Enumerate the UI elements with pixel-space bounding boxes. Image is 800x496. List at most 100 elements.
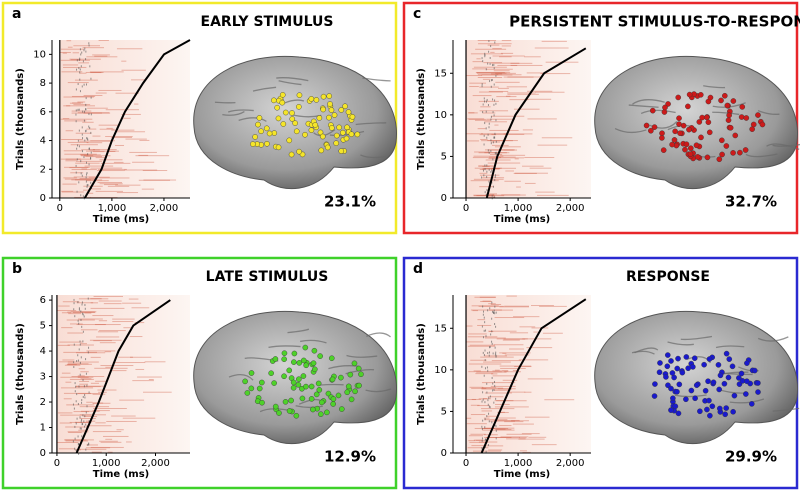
raster-trace <box>524 391 532 393</box>
brain-sulcus <box>328 365 359 370</box>
raster-trace <box>470 404 480 406</box>
raster-trace <box>485 436 520 438</box>
electrode <box>721 380 728 387</box>
electrode <box>755 389 761 395</box>
raster-trace <box>489 309 513 311</box>
raster-trace <box>483 417 490 419</box>
raster-trace <box>104 351 112 353</box>
spike-tick <box>486 382 488 385</box>
spike-tick <box>495 174 497 177</box>
raster-trace <box>478 165 494 167</box>
raster-trace <box>73 311 96 313</box>
spike-tick <box>74 447 76 450</box>
spike-tick <box>76 417 78 420</box>
raster-background <box>466 295 591 453</box>
electrode <box>329 125 335 131</box>
raster-trace <box>131 307 150 309</box>
raster-trace <box>61 191 84 193</box>
spike-tick <box>75 449 77 452</box>
raster-trace <box>65 440 89 442</box>
raster-trace <box>539 305 567 307</box>
spike-tick <box>495 354 497 357</box>
x-tick-label: 1,000 <box>504 458 533 469</box>
raster-trace <box>473 370 481 372</box>
raster-trace <box>83 415 98 417</box>
raster-trace <box>61 190 74 192</box>
raster-trace <box>484 121 507 123</box>
electrode <box>312 366 318 373</box>
spike-tick <box>492 141 494 144</box>
spike-tick <box>73 366 75 369</box>
spike-tick <box>80 160 82 163</box>
raster-trace <box>64 166 90 168</box>
spike-tick <box>489 345 491 348</box>
raster-trace <box>61 327 73 329</box>
spike-tick <box>487 133 489 136</box>
raster-trace <box>92 149 117 151</box>
raster-trace <box>473 178 504 180</box>
electrode <box>693 382 700 388</box>
electrode <box>755 112 761 118</box>
raster-trace <box>74 421 92 423</box>
electrode <box>335 392 342 399</box>
panel-label: c <box>413 6 421 22</box>
raster-trace <box>489 330 494 332</box>
y-tick-label: 0 <box>40 193 46 204</box>
raster-trace <box>502 339 520 341</box>
spike-tick <box>79 90 81 93</box>
raster-trace <box>89 71 124 73</box>
raster-trace <box>509 391 526 393</box>
raster-trace <box>490 303 502 305</box>
spike-tick <box>72 440 74 443</box>
raster-trace <box>506 295 517 297</box>
brain-sulcus <box>283 99 305 104</box>
electrode <box>252 134 258 140</box>
spike-tick <box>85 103 87 106</box>
electrode <box>686 126 692 133</box>
spike-tick <box>90 113 92 116</box>
raster-trace <box>75 162 100 164</box>
raster-trace <box>65 381 72 383</box>
raster-trace <box>497 412 509 414</box>
electrode <box>724 102 731 109</box>
spike-tick <box>484 349 486 352</box>
spike-tick <box>83 385 85 388</box>
x-tick-label: 1,000 <box>98 203 127 214</box>
spike-tick <box>487 352 489 355</box>
electrode <box>311 347 318 354</box>
raster-trace <box>472 61 483 63</box>
raster-trace <box>479 110 509 112</box>
electrode <box>759 121 766 128</box>
raster-trace <box>61 372 71 374</box>
raster-trace <box>69 323 83 325</box>
electrode <box>302 131 308 138</box>
electrode <box>683 141 690 148</box>
raster-trace <box>115 92 139 94</box>
spike-tick <box>492 382 494 385</box>
raster-trace <box>475 48 507 50</box>
spike-tick <box>481 437 483 440</box>
raster-trace <box>492 375 516 377</box>
spike-tick <box>492 158 494 161</box>
raster-trace <box>477 74 499 76</box>
spike-tick <box>81 85 83 88</box>
raster-trace <box>58 305 70 307</box>
electrode <box>349 114 356 120</box>
spike-tick <box>79 48 81 51</box>
raster-trace <box>478 152 507 154</box>
raster-trace <box>88 192 94 194</box>
raster-trace <box>475 439 486 441</box>
electrode <box>657 360 663 366</box>
electrode <box>727 124 734 131</box>
electrode <box>248 370 255 376</box>
raster-trace <box>514 158 519 160</box>
electrode <box>293 412 300 419</box>
electrode <box>710 379 717 386</box>
raster-trace <box>86 128 97 130</box>
raster-trace <box>58 361 74 363</box>
spike-tick <box>495 429 497 432</box>
spike-tick <box>88 42 90 45</box>
spike-tick <box>481 176 483 179</box>
response-curve <box>480 298 587 454</box>
